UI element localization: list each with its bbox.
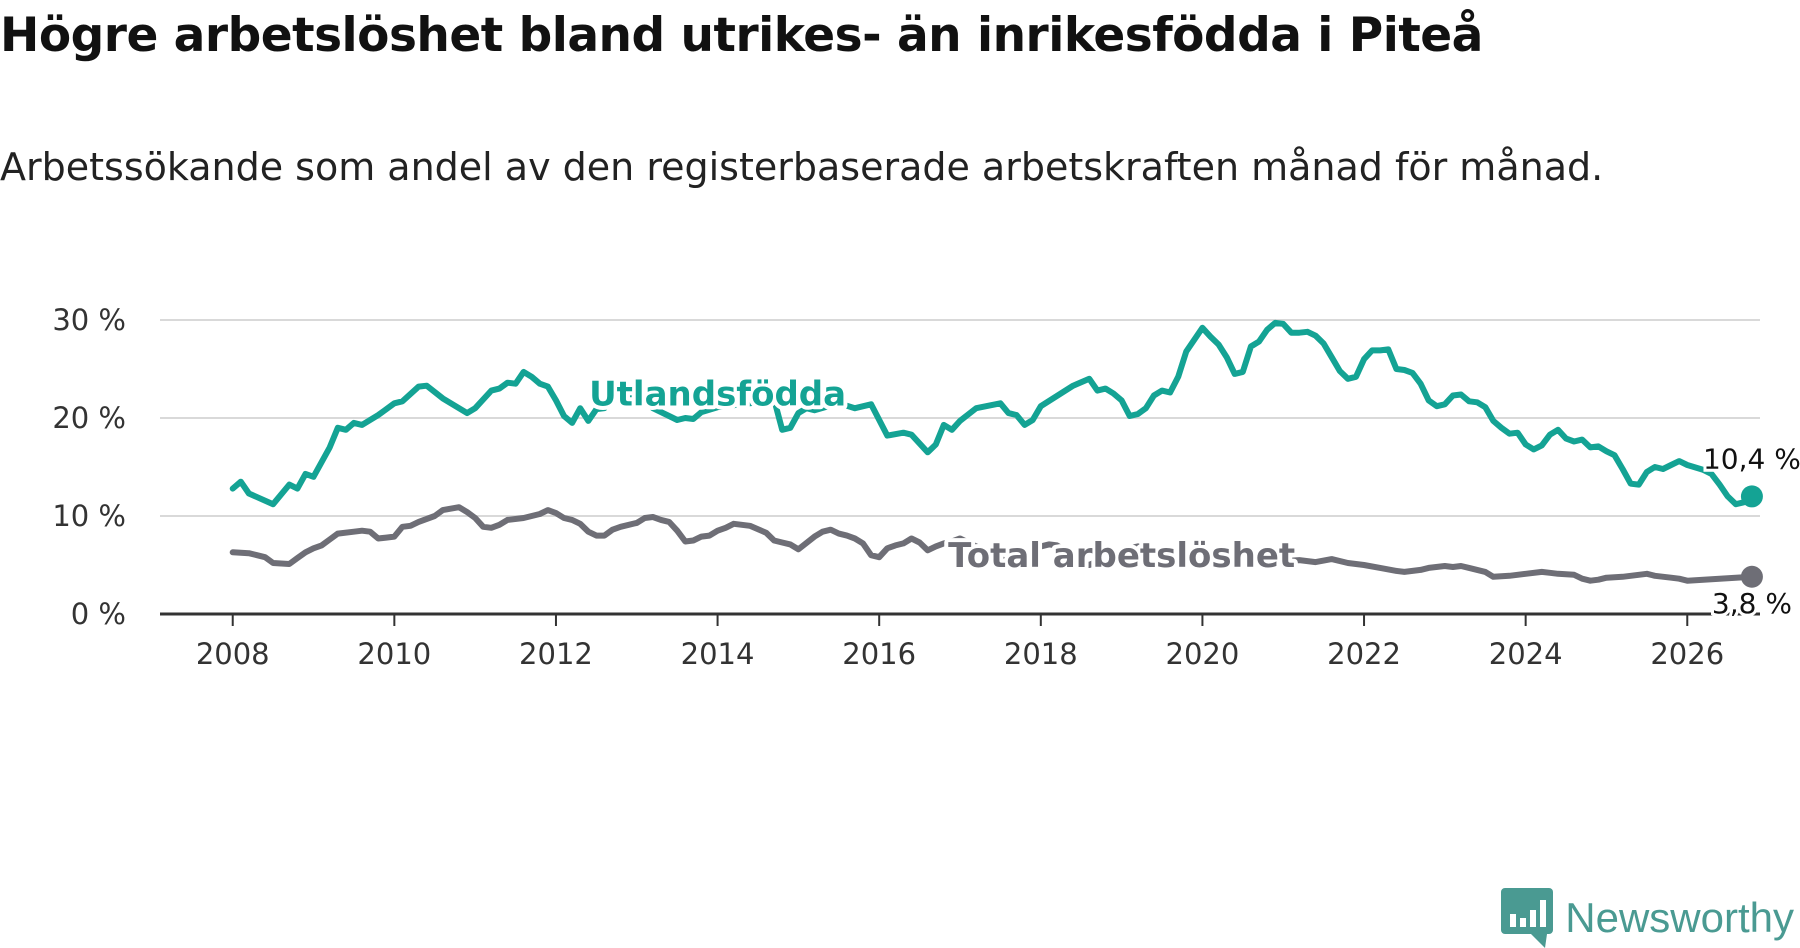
y-tick-label: 30 %: [52, 303, 126, 337]
brand-logo: Newsworthy: [1501, 888, 1794, 948]
x-tick-label: 2024: [1489, 637, 1563, 671]
x-tick-label: 2012: [519, 637, 593, 671]
x-tick-label: 2008: [196, 637, 270, 671]
x-tick-label: 2016: [842, 637, 916, 671]
end-point-utlandsfodda: [1740, 485, 1763, 508]
y-tick-label: 20 %: [52, 401, 126, 435]
x-tick-label: 2010: [357, 637, 431, 671]
brand-name: Newsworthy: [1565, 894, 1794, 941]
series-label-utlandsfodda: Utlandsfödda: [589, 375, 846, 415]
end-value-utlandsfodda: 10,4 %: [1703, 442, 1800, 475]
x-tick-label: 2022: [1327, 637, 1401, 671]
chart-title: Högre arbetslöshet bland utrikes- än inr…: [0, 8, 1483, 63]
end-point-total: [1740, 565, 1763, 588]
newsworthy-logo-icon: [1501, 888, 1554, 948]
y-tick-label: 0 %: [71, 597, 126, 631]
series-label-total: Total arbetslöshet: [948, 536, 1295, 576]
y-axis-ticks: 0 % 10 % 20 % 30 %: [52, 303, 126, 631]
series-line-total: [229, 504, 1755, 584]
series-line-utlandsfodda: [229, 319, 1755, 508]
x-tick-label: 2014: [681, 637, 755, 671]
end-value-total: 3,8 %: [1712, 587, 1792, 620]
chart-subtitle: Arbetssökande som andel av den registerb…: [0, 145, 1604, 189]
x-tick-label: 2026: [1650, 637, 1724, 671]
x-axis-ticks: 2008 2010 2012 2014 2016 2018 2020 2022 2024 2026: [196, 614, 1724, 671]
series-labels: Utlandsfödda Total arbetslöshet 10,4 % 3,8 …: [585, 371, 1800, 623]
x-tick-label: 2018: [1004, 637, 1078, 671]
y-tick-label: 10 %: [52, 499, 126, 533]
x-tick-label: 2020: [1166, 637, 1240, 671]
line-chart: 0 % 10 % 20 % 30 % 2008 2010 2012 2014 2016 2018…: [52, 303, 1800, 671]
series-lines: [229, 319, 1763, 588]
